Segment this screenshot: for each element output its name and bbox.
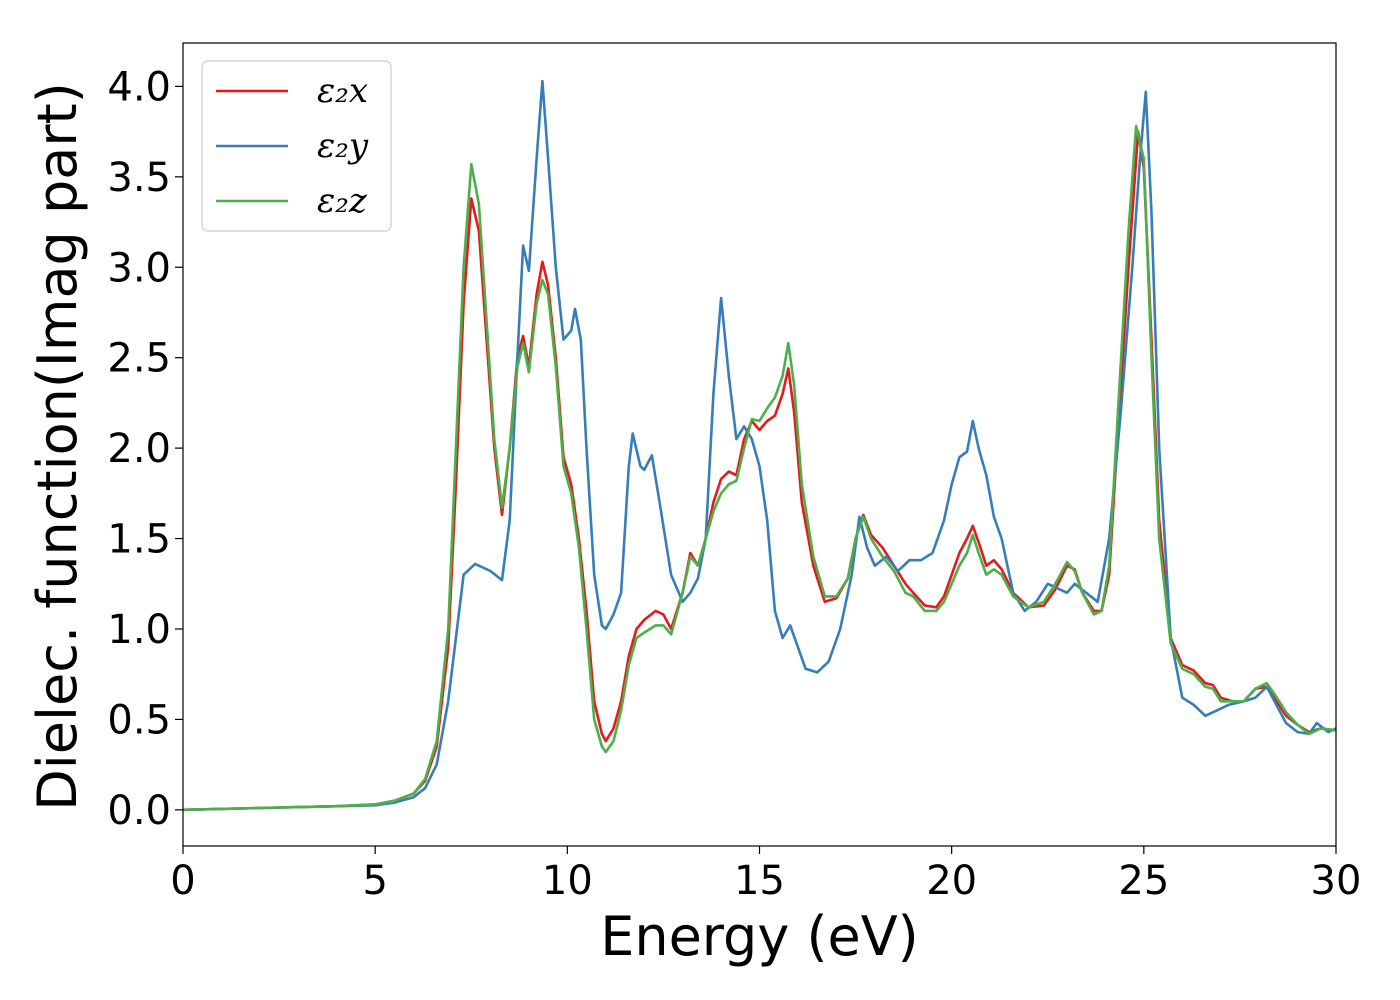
- legend-box: [201, 60, 392, 232]
- legend: ε₂x ε₂y ε₂z: [201, 60, 392, 232]
- y-tick-label: 3.0: [107, 245, 171, 291]
- x-tick-label: 20: [926, 858, 977, 904]
- x-tick-label: 15: [734, 858, 785, 904]
- y-tick-label: 0.5: [107, 697, 171, 743]
- y-tick-label: 2.0: [107, 426, 171, 472]
- plot-lines: [183, 79, 1336, 812]
- x-tick-label: 0: [170, 858, 195, 904]
- x-tick-label: 10: [542, 858, 593, 904]
- y-axis-label: Dielec. function(Imag part): [26, 82, 89, 811]
- y-tick-label: 4.0: [107, 64, 171, 110]
- y-tick-label: 3.5: [107, 155, 171, 201]
- legend-label: ε₂y: [317, 126, 369, 166]
- legend-label: ε₂x: [317, 71, 368, 111]
- x-axis-label: Energy (eV): [600, 905, 919, 968]
- x-tick-label: 5: [362, 858, 387, 904]
- legend-label: ε₂z: [317, 181, 368, 221]
- y-tick-label: 0.0: [107, 788, 171, 834]
- series-line-2: [183, 79, 1336, 812]
- x-tick-label: 30: [1311, 858, 1362, 904]
- x-axis: 0 5 10 15 20 25 30: [170, 846, 1361, 904]
- y-axis: 0.0 0.5 1.0 1.5 2.0 2.5 3.0 3.5 4.0: [107, 64, 183, 834]
- y-tick-label: 1.5: [107, 517, 171, 563]
- y-tick-label: 2.5: [107, 336, 171, 382]
- series-line-3: [183, 124, 1336, 812]
- x-tick-label: 25: [1118, 858, 1169, 904]
- y-tick-label: 1.0: [107, 607, 171, 653]
